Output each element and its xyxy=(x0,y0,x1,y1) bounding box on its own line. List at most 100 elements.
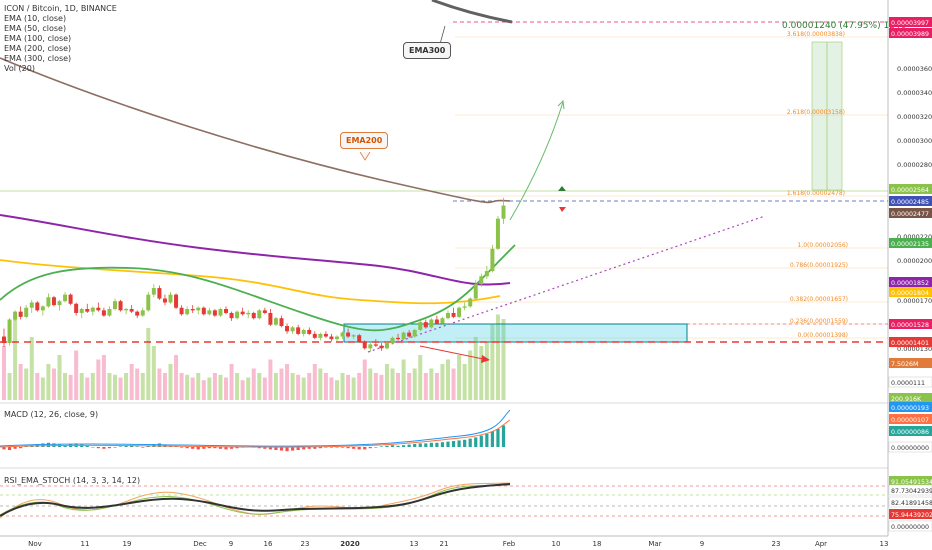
rsi-tag-box xyxy=(888,484,932,496)
ema200-line xyxy=(0,57,511,204)
candle-body xyxy=(390,337,395,344)
macd-histogram-bar xyxy=(274,447,278,450)
legend-volume: Vol (20) xyxy=(4,64,35,73)
support-zone-box[interactable] xyxy=(343,323,688,343)
candle-body xyxy=(362,341,367,349)
price-tag-box xyxy=(889,337,932,347)
red-arrow-head xyxy=(481,355,490,363)
macd-histogram-bar xyxy=(485,433,489,447)
candle-body xyxy=(351,335,356,337)
price-tag-label: 0.00001401 xyxy=(891,340,929,347)
volume-bar xyxy=(384,364,389,400)
volume-bar xyxy=(423,373,428,400)
candle-body xyxy=(407,332,412,337)
candle-body xyxy=(323,333,328,337)
time-axis-tick: 23 xyxy=(772,540,781,548)
chart-legend: ICON / Bitcoin, 1D, BINANCE EMA (10, clo… xyxy=(4,4,117,74)
candle-body xyxy=(35,302,40,311)
ema10-line xyxy=(0,244,516,332)
candle-body xyxy=(57,301,62,306)
macd-histogram-bar xyxy=(180,447,184,448)
volume-bar xyxy=(346,374,351,400)
volume-bar xyxy=(29,337,34,400)
rsi-tag-label: 91.05491534 xyxy=(891,479,932,486)
rsi-tag-label: 82.41891458 xyxy=(891,500,932,507)
macd-histogram-bar xyxy=(307,447,311,449)
macd-tag-label: 0.00000193 xyxy=(891,405,929,412)
price-tag-box xyxy=(889,393,932,403)
candle-body xyxy=(229,312,234,319)
volume-bar xyxy=(146,328,151,400)
volume-bar xyxy=(212,373,217,400)
volume-bar xyxy=(85,377,90,400)
volume-bar xyxy=(357,373,362,400)
volume-bar xyxy=(79,373,84,400)
price-tag-label: 0.0000111 xyxy=(891,380,925,387)
fib-level-label: 0.0(0.00001398) xyxy=(798,332,849,339)
macd-histogram-bar xyxy=(268,447,272,450)
macd-histogram-bar xyxy=(213,447,217,449)
ema300-line xyxy=(431,0,513,24)
candle-body xyxy=(312,333,317,338)
candle-body xyxy=(285,326,290,332)
ema200-callout[interactable]: EMA200 xyxy=(340,132,389,149)
volume-bar xyxy=(18,364,23,400)
candle-body xyxy=(501,205,506,219)
candle-body xyxy=(40,306,45,311)
candle-body xyxy=(151,288,156,295)
candle-body xyxy=(396,337,401,340)
candle-body xyxy=(484,271,489,277)
candle-body xyxy=(246,312,251,315)
candle-body xyxy=(251,312,256,319)
price-tag-label: 0.00001528 xyxy=(891,322,929,329)
macd-histogram-bar xyxy=(185,447,189,449)
macd-legend: MACD (12, 26, close, 9) xyxy=(4,410,99,419)
volume-bar xyxy=(7,373,12,400)
volume-bar xyxy=(190,377,195,400)
candle-body xyxy=(140,310,145,316)
legend-title: ICON / Bitcoin, 1D, BINANCE xyxy=(4,4,117,13)
volume-bar xyxy=(373,373,378,400)
macd-histogram-bar xyxy=(340,447,345,448)
legend-ema100: EMA (100, close) xyxy=(4,34,72,43)
rsi-legend: RSI_EMA_STOCH (14, 3, 3, 14, 12) xyxy=(4,476,141,485)
macd-histogram-bar xyxy=(390,445,395,447)
time-axis-tick: 2020 xyxy=(340,540,360,548)
candle-body xyxy=(446,312,450,319)
macd-histogram-bar xyxy=(435,442,439,447)
macd-histogram-bar xyxy=(157,443,161,447)
candle-body xyxy=(462,306,467,308)
volume-bar xyxy=(273,373,278,400)
volume-bar xyxy=(451,368,456,400)
candle-body xyxy=(168,294,173,303)
rsi-tag-label: 75.94439202 xyxy=(891,512,932,519)
ema200-callout-pointer xyxy=(359,151,371,161)
macd-histogram-bar xyxy=(440,442,445,447)
rsi-tag-box xyxy=(889,509,932,519)
candle-body xyxy=(346,332,351,337)
ema300-callout[interactable]: EMA300 xyxy=(403,42,452,59)
macd-histogram-bar xyxy=(313,447,317,449)
candle-body xyxy=(257,310,262,319)
candle-body xyxy=(434,319,439,324)
macd-histogram-bar xyxy=(218,447,223,449)
price-tag-box xyxy=(888,376,932,388)
volume-bar xyxy=(185,374,190,400)
candle-body xyxy=(207,310,212,315)
macd-histogram-bar xyxy=(329,447,334,448)
fib-level-label: 2.618(0.00003158) xyxy=(787,109,845,116)
volume-bar xyxy=(457,355,462,400)
macd-histogram-bar xyxy=(318,447,322,449)
macd-histogram-bar xyxy=(402,445,406,447)
candle-body xyxy=(51,297,56,306)
volume-bar xyxy=(446,359,450,400)
volume-bar xyxy=(140,373,145,400)
macd-histogram-bar xyxy=(296,447,300,450)
macd-histogram-bar xyxy=(490,431,494,447)
volume-bar xyxy=(101,355,106,400)
candle-body xyxy=(174,294,179,308)
